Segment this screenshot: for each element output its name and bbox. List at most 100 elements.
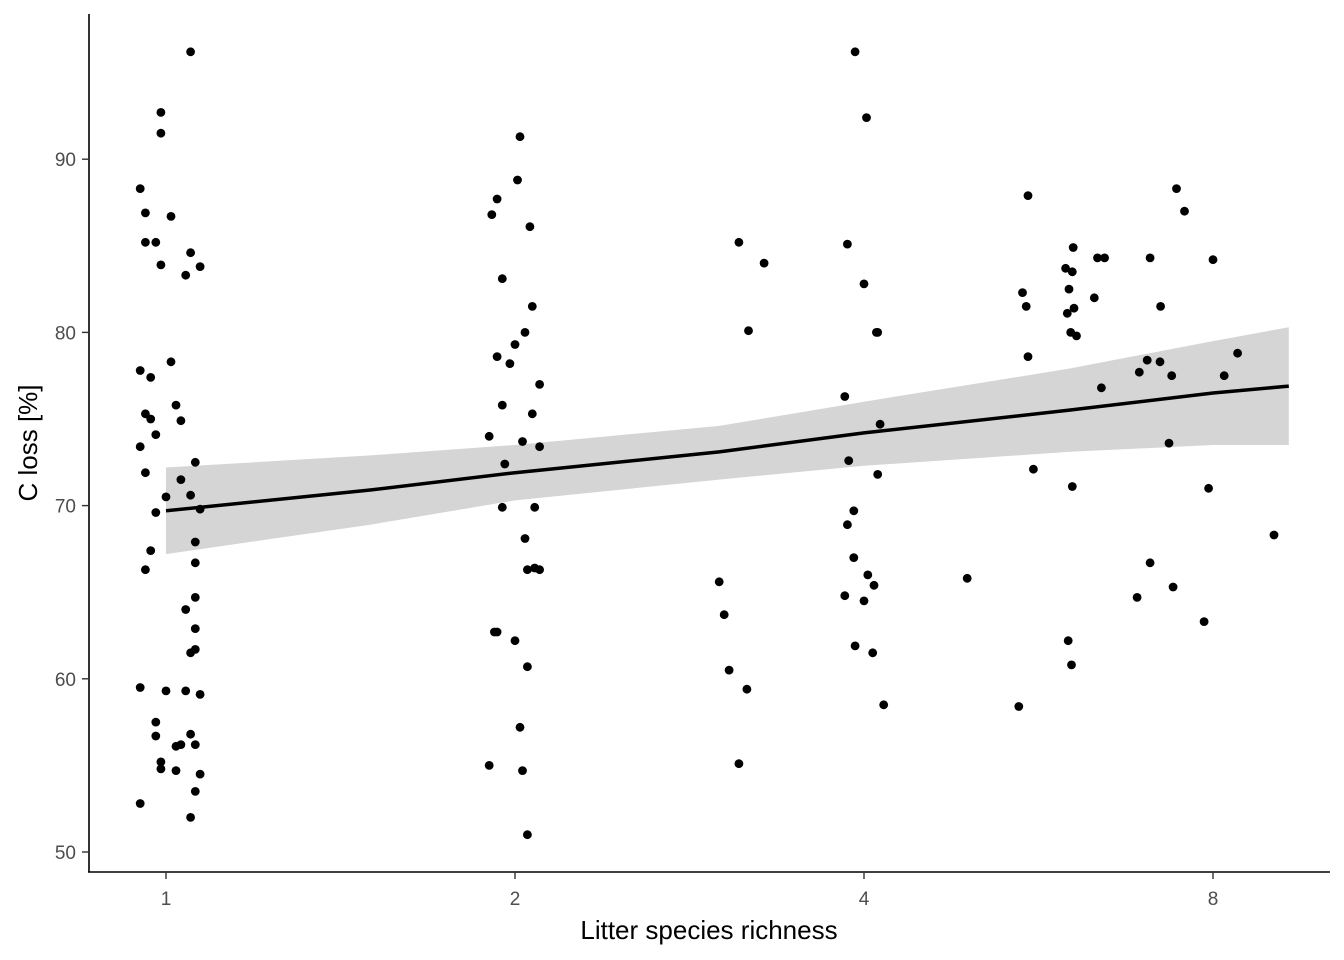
data-point [135, 799, 145, 808]
x-ticks-layer: 1 2 4 8 [161, 872, 1219, 910]
data-point [190, 787, 200, 796]
fit-line-layer [165, 384, 1289, 513]
data-point [862, 113, 871, 122]
data-point [744, 326, 753, 336]
x-tick-label: 2 [510, 889, 521, 910]
data-point [186, 813, 196, 822]
data-point [484, 761, 494, 770]
data-point [156, 128, 166, 138]
data-point [523, 662, 532, 672]
data-point [181, 270, 191, 280]
data-point [497, 502, 507, 512]
data-point [1172, 184, 1181, 194]
data-point [141, 237, 150, 247]
data-point [1061, 263, 1070, 273]
x-tick-label: 8 [1208, 889, 1219, 910]
data-point [513, 175, 522, 185]
data-point [1069, 303, 1079, 313]
data-point [151, 430, 161, 439]
data-point [141, 565, 150, 575]
data-point [527, 409, 537, 419]
y-tick-label: 90 [55, 150, 76, 171]
data-point [1064, 284, 1074, 294]
data-point [1134, 367, 1144, 377]
data-point [518, 437, 527, 446]
data-point [156, 260, 166, 270]
data-point [166, 357, 176, 367]
data-point [1164, 438, 1174, 448]
data-point [146, 546, 156, 555]
data-point [515, 132, 525, 142]
data-point [1093, 253, 1102, 263]
data-point [1021, 302, 1031, 311]
data-point [1204, 483, 1213, 493]
data-point [1029, 464, 1038, 474]
data-point [510, 340, 520, 349]
data-point [166, 212, 176, 221]
y-axis-title: C loss [%] [13, 384, 43, 501]
data-point [186, 248, 196, 258]
data-point [520, 328, 530, 337]
data-point [734, 237, 744, 247]
data-points-layer [135, 47, 1279, 840]
data-point [1233, 348, 1242, 358]
data-point [1145, 558, 1155, 568]
data-point [734, 759, 744, 769]
y-tick-label: 80 [55, 323, 76, 344]
data-point [868, 648, 878, 658]
y-tick-label: 50 [55, 843, 76, 864]
data-point [1063, 636, 1073, 646]
data-point [1168, 582, 1178, 592]
data-point [176, 475, 186, 484]
data-point [135, 683, 145, 692]
data-point [873, 470, 883, 479]
data-point [714, 577, 724, 587]
data-point [962, 573, 972, 583]
axes-layer [88, 14, 1330, 873]
data-point [190, 740, 200, 749]
data-point [535, 380, 544, 389]
data-point [530, 502, 540, 512]
data-point [1142, 355, 1152, 365]
data-point [1155, 357, 1165, 367]
data-point [141, 208, 150, 218]
data-point [176, 740, 186, 749]
data-point [850, 641, 860, 651]
data-point [742, 684, 752, 694]
data-point [492, 352, 502, 361]
data-point [1067, 660, 1076, 670]
data-point [759, 258, 769, 268]
data-point [1219, 371, 1229, 381]
data-point [181, 686, 191, 696]
data-point [724, 665, 734, 675]
data-point [863, 570, 873, 580]
data-point [176, 416, 186, 426]
data-point [525, 222, 535, 232]
data-point [1023, 352, 1033, 361]
data-point [535, 442, 544, 452]
data-point [719, 610, 729, 620]
data-point [879, 700, 889, 710]
data-point [190, 624, 200, 633]
y-ticks-layer: 50 60 70 80 90 [55, 150, 89, 864]
data-point [1068, 243, 1078, 252]
data-point [1156, 302, 1165, 311]
data-point [520, 534, 530, 543]
data-point [186, 729, 196, 739]
data-point [1100, 253, 1109, 263]
data-point [146, 373, 156, 382]
data-point [875, 419, 885, 429]
data-point [171, 766, 181, 775]
data-point [190, 457, 200, 467]
data-point [135, 442, 145, 452]
data-point [156, 764, 166, 774]
data-point [186, 648, 196, 658]
data-point [1023, 191, 1033, 201]
data-point [195, 262, 205, 271]
data-point [859, 279, 869, 289]
data-point [484, 431, 494, 441]
data-point [1167, 371, 1177, 381]
data-point [869, 580, 879, 590]
data-point [161, 492, 171, 502]
